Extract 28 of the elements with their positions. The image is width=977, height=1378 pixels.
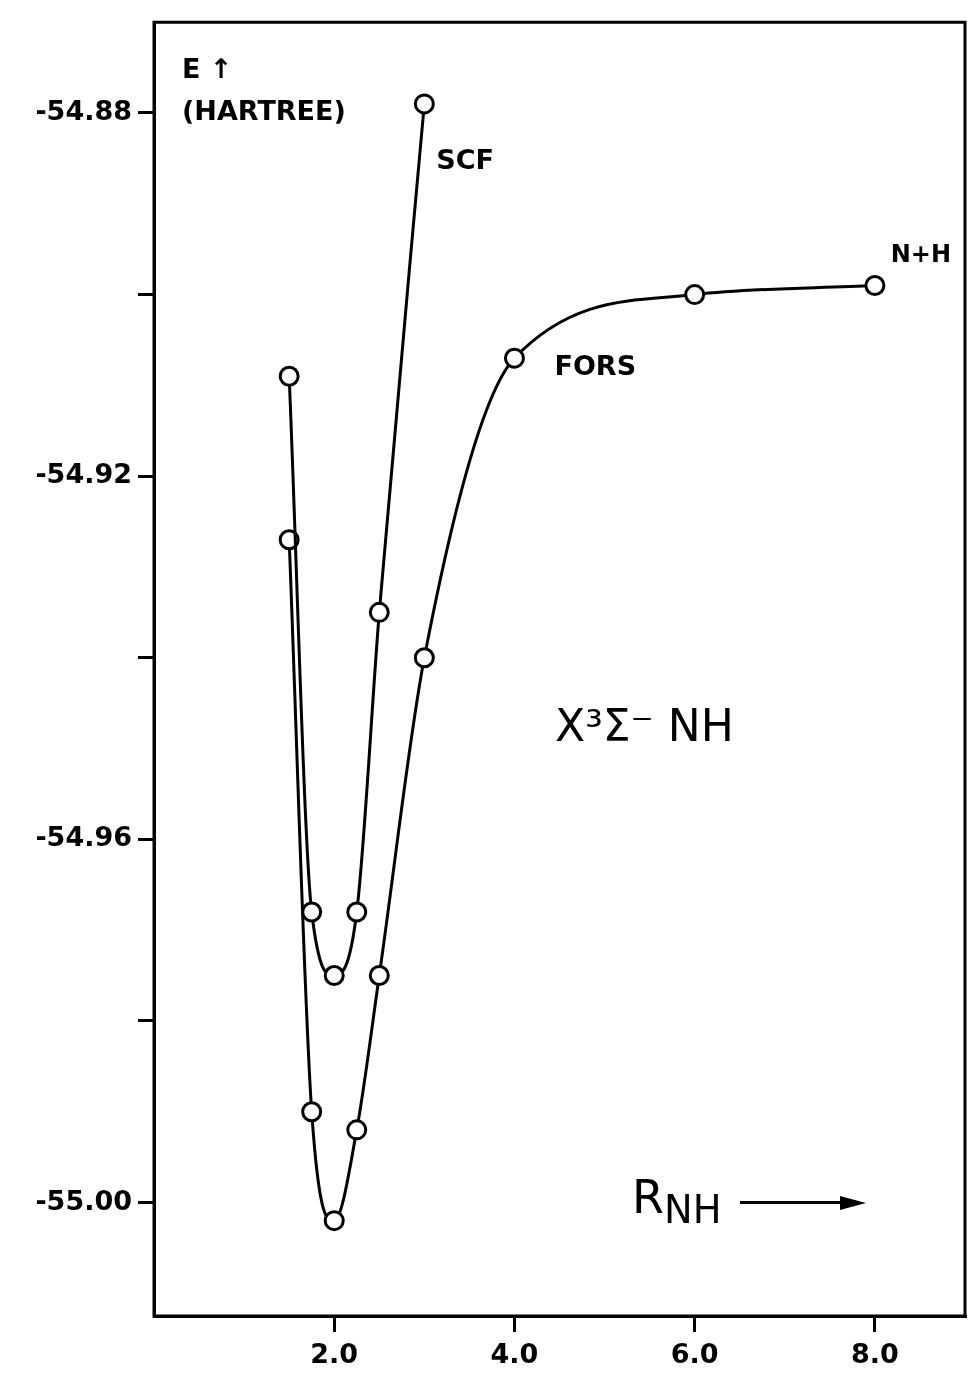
point	[368, 601, 390, 623]
y-tick-label: -54.92	[35, 458, 132, 490]
point	[346, 1119, 368, 1141]
x-tick-label: 4.0	[490, 1338, 539, 1370]
point	[278, 365, 300, 387]
point	[413, 93, 435, 115]
point	[346, 901, 368, 923]
series-label: FORS	[554, 350, 637, 382]
point	[301, 1101, 323, 1123]
x-axis-title: R$_{NH}$	[632, 1170, 722, 1233]
x-tick-label: 2.0	[310, 1338, 359, 1370]
point	[413, 647, 435, 669]
annotation: X³Σ⁻ NH	[555, 700, 734, 751]
x-tick-label: 6.0	[670, 1338, 719, 1370]
series-label: SCF	[436, 143, 495, 175]
point	[684, 284, 706, 306]
point	[323, 1210, 345, 1232]
y-tick-label: -55.00	[35, 1184, 132, 1216]
point	[864, 275, 886, 296]
point	[323, 965, 345, 987]
x-tick-label: 8.0	[850, 1338, 899, 1370]
point	[368, 965, 390, 987]
y-tick-label: -54.96	[35, 821, 132, 853]
point	[503, 347, 525, 369]
y-tick-label: -54.88	[35, 95, 132, 127]
annotation: N+H	[890, 239, 952, 268]
point	[301, 901, 323, 923]
y-axis-title: E ↑ (HARTREE)	[182, 52, 347, 128]
